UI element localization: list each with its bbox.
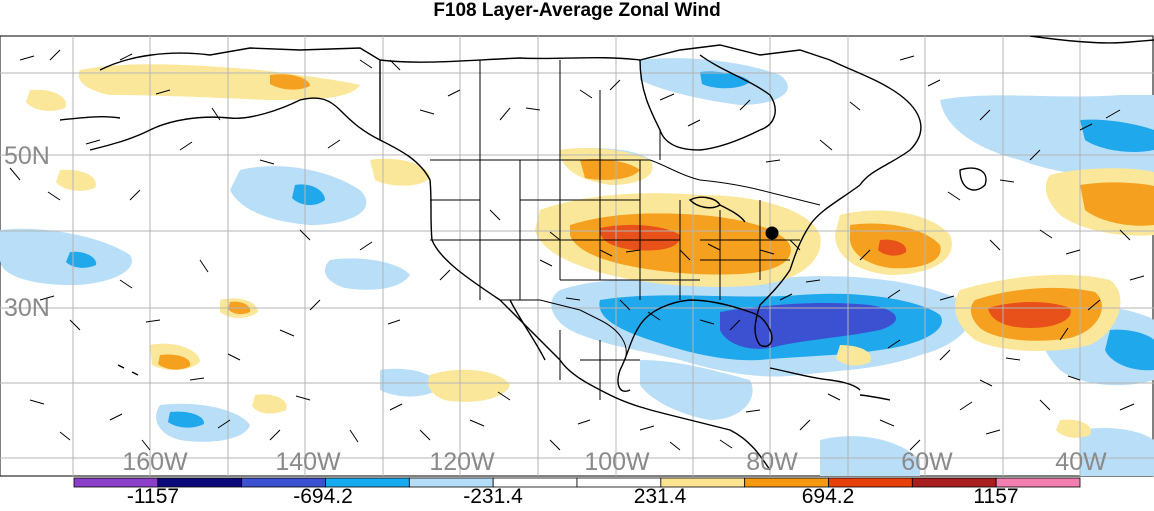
colorbar-swatch [995,477,1081,488]
colorbar-label: 1157 [973,485,1019,508]
lon-label-60w: 60W [901,448,953,476]
lon-label-40w: 40W [1055,448,1107,476]
lon-label-140w: 140W [275,448,341,476]
coastlines [59,36,1154,471]
lat-label-30n: 30N [4,294,50,322]
negative-anomaly-strong [720,302,897,349]
colorbar-labels: -1157 -694.2 -231.4 231.4 694.2 1157 [0,485,1154,511]
lon-label-160w: 160W [122,448,188,476]
lat-label-50n: 50N [4,142,50,170]
map-title: F108 Layer-Average Zonal Wind [433,0,721,21]
political-borders [430,60,821,400]
colorbar-label: -231.4 [463,485,523,508]
colorbar-label: -694.2 [293,485,353,508]
lon-label-80w: 80W [746,448,798,476]
colorbar-label: 231.4 [633,485,687,508]
colorbar [73,477,1081,488]
wind-barbs [9,49,1145,451]
colorbar-label: -1157 [126,485,180,508]
location-marker [765,226,779,240]
lon-label-120w: 120W [429,448,495,476]
colorbar-label: 694.2 [801,485,855,508]
lon-label-100w: 100W [584,448,650,476]
